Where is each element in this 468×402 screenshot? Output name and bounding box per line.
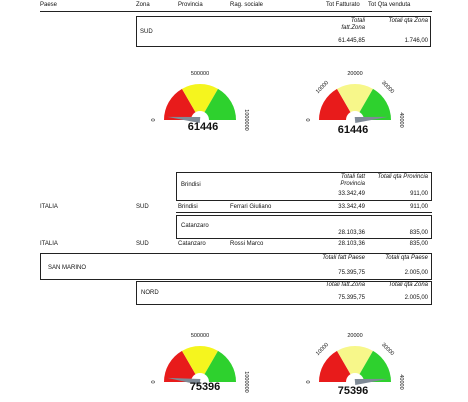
g2r-tick-0: 0 xyxy=(306,380,312,383)
prov-brindisi-box xyxy=(176,172,432,201)
g2l-hub xyxy=(191,373,209,391)
prov-brindisi-h-qta: Totali qta Provincia xyxy=(377,174,428,180)
row-2-fatt: 28.103,36 xyxy=(338,241,365,247)
g2r-tick-10000: 10000 xyxy=(315,342,330,357)
paese-sm-h-qta: Totali qta Paese xyxy=(385,255,428,261)
g2l-tick-1000000: 1000000 xyxy=(243,371,249,392)
header-tot-fatturato: Tot Fatturato xyxy=(326,2,360,8)
g2l-tick-500000: 500000 xyxy=(191,333,209,339)
gauge-qta-nord: 0 10000 20000 30000 40000 xyxy=(306,333,404,391)
zona-nord-fatt: 75.395,75 xyxy=(338,295,365,301)
prov-brindisi-fatt: 33.342,49 xyxy=(338,191,365,197)
prov-catanzaro-box xyxy=(176,215,432,239)
prov-catanzaro-label: Catanzaro xyxy=(181,223,209,229)
row-1-line xyxy=(176,212,432,213)
g1r-band-1 xyxy=(319,88,355,120)
g1l-tick-0: 0 xyxy=(151,118,157,121)
g2l-tick-0: 0 xyxy=(151,380,157,383)
paese-sm-label: SAN MARINO xyxy=(48,265,87,271)
g1r-tick-30000: 30000 xyxy=(380,80,395,95)
g1r-tick-10000: 10000 xyxy=(315,80,330,95)
g2l-band-1 xyxy=(164,350,200,382)
g1r-tick-0: 0 xyxy=(306,118,312,121)
row-2-zona: SUD xyxy=(136,241,149,247)
row-1-rag-sociale: Ferrari Giuliano xyxy=(230,204,272,210)
g1l-tick-500000: 500000 xyxy=(191,71,209,77)
gauge-qta-sud: 0 10000 20000 30000 40000 xyxy=(306,71,404,129)
g1l-needle xyxy=(167,116,201,123)
row-2-provincia: Catanzaro xyxy=(178,241,206,247)
row-1-qta: 911,00 xyxy=(410,204,428,210)
g1r-band-3 xyxy=(355,88,391,120)
gauge-fatturato-sud-value: 61446 xyxy=(187,121,219,133)
zona-nord-qta: 2.005,00 xyxy=(404,295,428,301)
row-2-rag-sociale: Rossi Marco xyxy=(230,241,264,247)
zona-nord-h-fatt: Totali fatt.Zona xyxy=(325,282,365,288)
prov-brindisi-h-fatt: Totali fatt Provincia xyxy=(340,174,365,187)
zona-sud-fatt: 61.445,85 xyxy=(338,38,365,44)
gauge-qta-sud-value: 61446 xyxy=(337,124,369,136)
g2r-tick-30000: 30000 xyxy=(380,342,395,357)
row-1-zona: SUD xyxy=(136,204,149,210)
gauge-fatturato-sud: 0 500000 1000000 xyxy=(151,71,249,131)
zona-nord-label: NORD xyxy=(141,290,159,296)
header-rag-sociale: Rag. sociale xyxy=(230,2,264,8)
g2r-tick-40000: 40000 xyxy=(398,374,404,389)
gauge-fatturato-nord-value: 75396 xyxy=(189,381,221,393)
g1l-band-3 xyxy=(200,88,236,120)
g2r-needle xyxy=(354,378,388,385)
prov-brindisi-qta: 911,00 xyxy=(410,191,428,197)
row-1-fatt: 33.342,49 xyxy=(338,204,365,210)
g2r-band-2 xyxy=(337,345,373,382)
g2l-needle xyxy=(167,377,201,385)
paese-sm-box xyxy=(40,253,432,280)
header-tot-qta: Tot Qta venduta xyxy=(368,2,411,8)
zona-nord-box xyxy=(136,281,432,305)
g1r-tick-20000: 20000 xyxy=(347,71,362,77)
gauge-qta-nord-value: 75396 xyxy=(337,385,369,397)
g2r-band-3 xyxy=(355,350,391,382)
g2r-band-1 xyxy=(319,350,355,382)
g1l-band-2 xyxy=(182,83,218,120)
header-zona: Zona xyxy=(136,2,150,8)
row-1-provincia: Brindisi xyxy=(178,204,198,210)
g1r-tick-40000: 40000 xyxy=(398,112,404,127)
g1r-band-2 xyxy=(337,83,373,120)
g2r-tick-20000: 20000 xyxy=(347,333,362,339)
zona-sud-box xyxy=(136,16,431,47)
prov-brindisi-label: Brindisi xyxy=(181,182,201,188)
header-line xyxy=(40,11,432,12)
gauge-fatturato-nord: 0 500000 1000000 xyxy=(151,333,249,393)
g2l-band-3 xyxy=(200,350,236,382)
g1l-tick-1000000: 1000000 xyxy=(243,109,249,130)
paese-sm-h-fatt: Totali fatt Paese xyxy=(322,255,365,261)
g2l-band-2 xyxy=(182,345,218,382)
zona-sud-label: SUD xyxy=(140,29,153,35)
row-2-qta: 835,00 xyxy=(409,241,428,247)
prov-catanzaro-fatt: 28.103,36 xyxy=(338,230,365,236)
zona-sud-h-qta: Totali qta Zona xyxy=(388,18,428,24)
header-paese: Paese xyxy=(40,2,58,8)
zona-nord-h-qta: Totali qta Zona xyxy=(388,282,428,288)
g1l-band-1 xyxy=(164,88,200,120)
header-provincia: Provincia xyxy=(178,2,203,8)
g1r-needle xyxy=(354,116,388,123)
prov-catanzaro-qta: 835,00 xyxy=(409,230,428,236)
row-1-paese: ITALIA xyxy=(40,204,58,210)
paese-sm-qta: 2.005,00 xyxy=(404,270,428,276)
paese-sm-fatt: 75.395,75 xyxy=(338,270,365,276)
zona-sud-qta: 1.746,00 xyxy=(404,38,428,44)
zona-sud-h-fatt: Totali fatt.Zona xyxy=(341,18,365,31)
row-2-paese: ITALIA xyxy=(40,241,58,247)
